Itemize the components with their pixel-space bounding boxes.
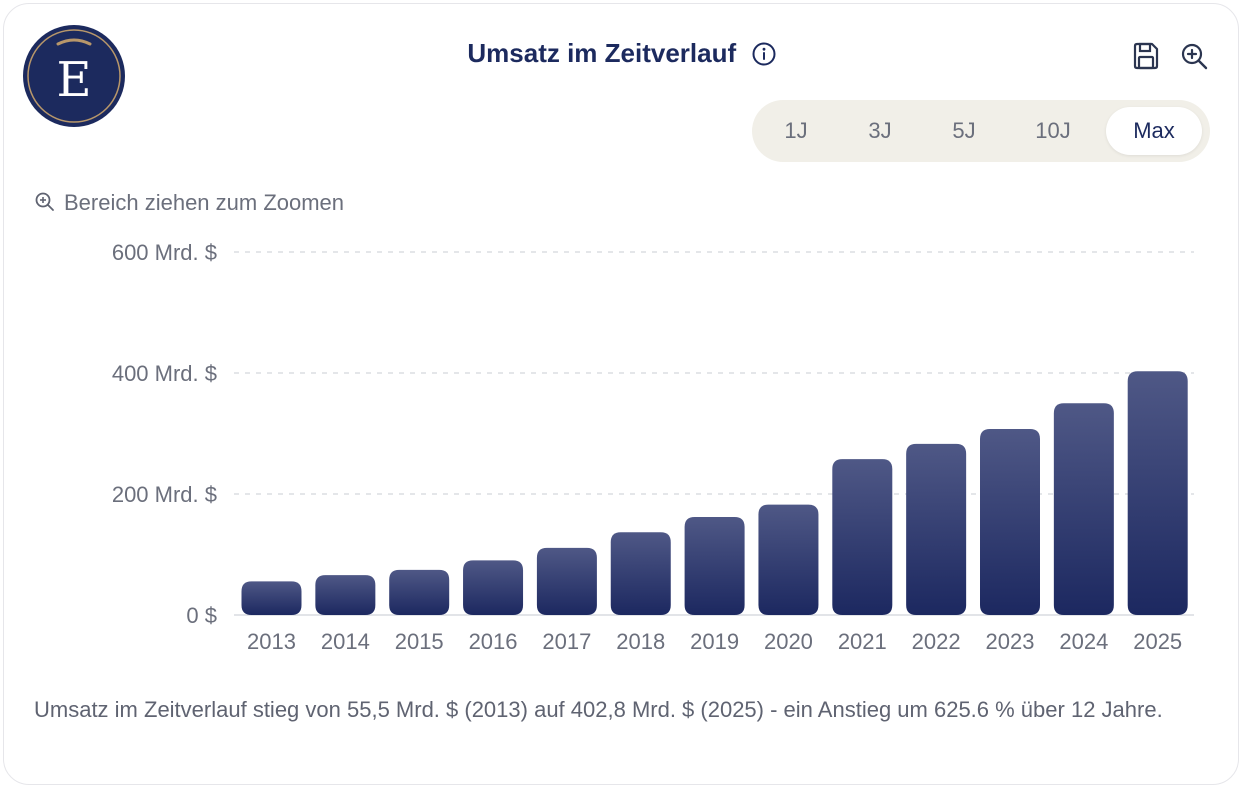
x-tick-label: 2024 xyxy=(1059,629,1108,654)
bar-2022[interactable] xyxy=(906,443,967,615)
bar-2019[interactable] xyxy=(684,517,745,615)
x-tick-label: 2025 xyxy=(1133,629,1182,654)
x-tick-label: 2020 xyxy=(764,629,813,654)
x-tick-label: 2013 xyxy=(247,629,296,654)
range-button-10j[interactable]: 10J xyxy=(1035,118,1071,143)
bar-2013[interactable] xyxy=(241,581,302,615)
save-icon[interactable] xyxy=(1131,40,1161,72)
page-title: Umsatz im Zeitverlauf xyxy=(467,38,737,68)
x-tick-label: 2018 xyxy=(616,629,665,654)
range-button-1j[interactable]: 1J xyxy=(784,118,808,143)
info-icon[interactable] xyxy=(751,41,777,67)
logo-letter: E xyxy=(56,52,91,108)
y-tick-label: 200 Mrd. $ xyxy=(112,482,217,507)
bar-2015[interactable] xyxy=(389,569,450,615)
zoom-in-icon[interactable] xyxy=(1179,40,1209,72)
bar-2023[interactable] xyxy=(980,429,1040,615)
range-button-3j[interactable]: 3J xyxy=(868,118,892,143)
bar-2020[interactable] xyxy=(758,504,819,615)
bar-2021[interactable] xyxy=(832,459,893,615)
x-tick-label: 2016 xyxy=(469,629,518,654)
zoom-hint: Bereich ziehen zum Zoomen xyxy=(34,190,344,216)
x-tick-label: 2022 xyxy=(912,629,961,654)
company-logo: E xyxy=(23,25,125,127)
bar-2025[interactable] xyxy=(1127,371,1188,615)
revenue-bar-chart[interactable]: 0 $ 200 Mrd. $ 400 Mrd. $ 600 Mrd. $ 2013 201… xyxy=(0,0,1244,680)
x-tick-label: 2015 xyxy=(395,629,444,654)
y-tick-label: 600 Mrd. $ xyxy=(112,240,217,265)
range-button-max[interactable]: Max xyxy=(1106,107,1202,155)
x-tick-label: 2019 xyxy=(690,629,739,654)
time-range-selector: 1J 3J 5J 10J Max xyxy=(752,100,1210,162)
summary-text: Umsatz im Zeitverlauf stieg von 55,5 Mrd… xyxy=(34,697,1163,722)
zoom-hint-icon xyxy=(35,192,54,212)
range-button-5j[interactable]: 5J xyxy=(952,118,976,143)
y-tick-label: 0 $ xyxy=(186,603,217,628)
bar-2016[interactable] xyxy=(463,560,524,615)
x-tick-label: 2023 xyxy=(986,629,1035,654)
bar-2017[interactable] xyxy=(536,547,597,615)
zoom-hint-text: Bereich ziehen zum Zoomen xyxy=(64,190,345,215)
bar-2018[interactable] xyxy=(610,532,671,615)
header: Umsatz im Zeitverlauf xyxy=(0,38,1244,69)
y-tick-label: 400 Mrd. $ xyxy=(112,361,217,386)
x-tick-label: 2017 xyxy=(542,629,591,654)
bar-2024[interactable] xyxy=(1053,403,1114,615)
x-tick-label: 2014 xyxy=(321,629,370,654)
bar-2014[interactable] xyxy=(315,575,376,615)
x-tick-label: 2021 xyxy=(838,629,887,654)
